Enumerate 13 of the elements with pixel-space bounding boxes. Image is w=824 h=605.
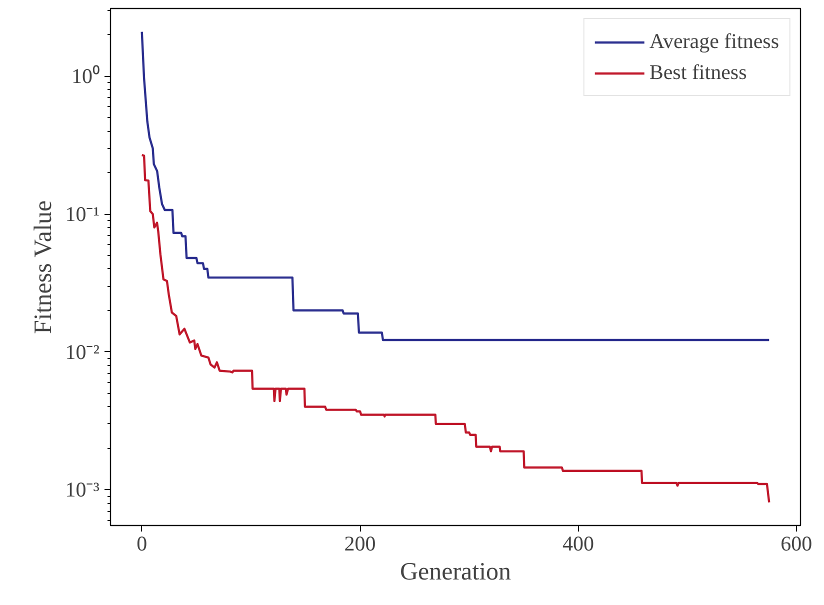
y-tick-label: 10⁻²: [65, 340, 100, 364]
x-tick-label: 400: [562, 532, 594, 556]
y-tick-label: 10⁻¹: [65, 202, 100, 226]
x-axis-title: Generation: [400, 558, 512, 586]
x-tick-label: 600: [780, 532, 812, 556]
legend-label: Average fitness: [649, 29, 779, 54]
y-tick-label: 10⁻³: [65, 478, 100, 502]
y-axis-title: Fitness Value: [30, 200, 58, 334]
legend-label: Best fitness: [649, 60, 747, 85]
line-series: [140, 154, 770, 504]
x-tick-label: 0: [136, 532, 148, 556]
y-tick-label: 10⁰: [72, 64, 100, 88]
x-tick-label: 200: [344, 532, 376, 556]
